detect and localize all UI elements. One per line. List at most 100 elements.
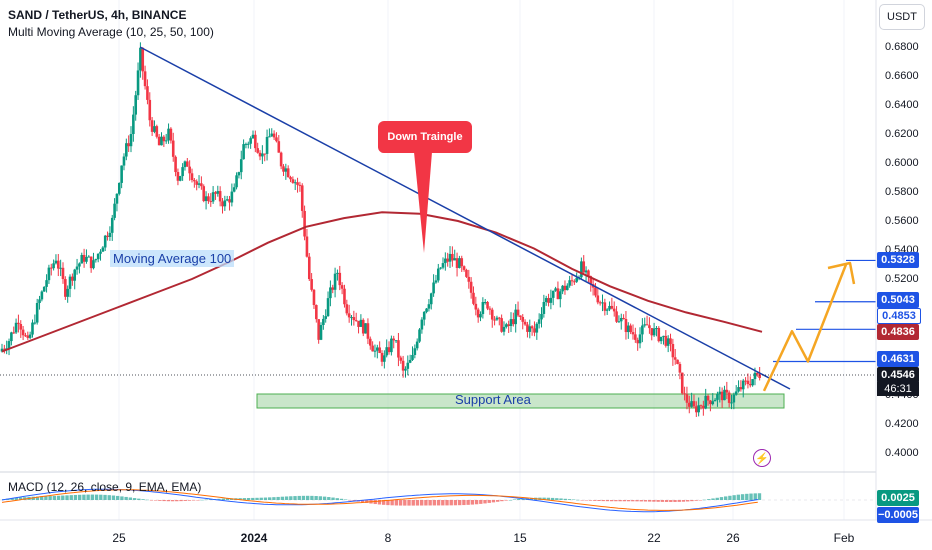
candle-body — [143, 71, 147, 87]
candle-body — [310, 279, 313, 290]
candle-body — [254, 134, 257, 149]
macd-bar — [614, 500, 618, 502]
macd-bar — [677, 500, 681, 502]
candle-body — [49, 267, 53, 269]
candle-body — [408, 359, 412, 363]
macd-bar — [10, 498, 14, 500]
candle-body — [634, 334, 637, 340]
candle-body — [216, 191, 220, 194]
candle-body — [626, 325, 630, 333]
macd-bar — [702, 499, 707, 501]
candle-body — [481, 302, 485, 315]
candle-body — [54, 260, 58, 264]
candle-body — [465, 269, 468, 277]
candle-body — [516, 309, 520, 316]
candle-body — [584, 270, 588, 273]
macd-bar — [563, 498, 567, 500]
candles-layer — [0, 42, 761, 417]
candle-body — [307, 256, 311, 280]
candle-body — [479, 314, 482, 318]
macd-bar — [56, 495, 61, 500]
macd-bar — [48, 496, 52, 500]
candle-body — [436, 268, 440, 281]
x-tick-label: 22 — [647, 531, 661, 545]
macd-bar — [137, 498, 141, 500]
macd-bar — [284, 496, 289, 500]
candle-body — [33, 322, 37, 324]
candle-body — [293, 182, 297, 184]
candle-body — [305, 236, 309, 257]
currency-button[interactable]: USDT — [879, 4, 925, 30]
macd-bar — [567, 499, 572, 500]
candle-body — [14, 322, 18, 333]
indicator-label[interactable]: Multi Moving Average (10, 25, 50, 100) — [8, 25, 214, 39]
candle-body — [472, 292, 475, 304]
candle-body — [671, 343, 675, 358]
candle-body — [94, 259, 98, 261]
candle-body — [603, 302, 607, 311]
macd-bar — [496, 500, 500, 502]
candle-body — [10, 332, 13, 342]
candle-body — [157, 136, 161, 146]
macd-bar — [576, 499, 580, 501]
candle-body — [246, 143, 250, 145]
candle-body — [702, 405, 705, 409]
macd-bar — [175, 500, 179, 502]
y-tick-label: 0.5600 — [885, 215, 919, 227]
candle-body — [650, 328, 654, 336]
macd-bar — [580, 500, 584, 501]
candle-body — [429, 293, 433, 305]
macd-bar — [78, 494, 82, 500]
macd-bar — [648, 500, 652, 502]
candle-body — [469, 281, 473, 293]
candle-body — [244, 143, 248, 145]
macd-bar — [242, 498, 247, 500]
candle-body — [683, 393, 686, 395]
x-tick-label: 26 — [726, 531, 740, 545]
macd-bar — [352, 500, 356, 501]
candle-body — [390, 338, 393, 353]
candle-body — [568, 280, 571, 286]
candle-body — [78, 263, 81, 267]
candle-countdown: 46:31 — [877, 382, 919, 396]
candle-body — [556, 288, 560, 300]
candle-body — [458, 258, 461, 268]
candle-body — [699, 405, 703, 407]
candle-body — [746, 380, 750, 385]
candle-body — [528, 326, 532, 332]
candle-body — [122, 156, 126, 166]
candle-body — [401, 360, 405, 371]
candle-body — [734, 391, 738, 395]
candle-body — [561, 285, 564, 292]
candle-body — [171, 140, 175, 157]
x-tick-label: 2024 — [240, 531, 268, 545]
lightning-icon[interactable]: ⚡ — [753, 449, 771, 467]
y-tick-label: 0.6400 — [885, 99, 919, 111]
macd-bar — [94, 494, 99, 500]
candle-body — [530, 326, 534, 329]
candle-body — [174, 156, 177, 173]
candle-body — [64, 279, 67, 297]
candle-body — [263, 153, 267, 155]
macd-bar — [246, 497, 251, 500]
candle-body — [476, 309, 480, 318]
down-triangle-callout: Down Traingle — [378, 121, 472, 153]
candle-body — [207, 196, 210, 202]
macd-bar — [86, 494, 90, 500]
candle-body — [139, 47, 142, 71]
macd-bar — [458, 500, 462, 506]
macd-bar — [107, 495, 111, 500]
candle-body — [376, 347, 379, 351]
candle-body — [239, 159, 243, 173]
candle-body — [237, 172, 241, 176]
candle-body — [176, 172, 180, 181]
candle-body — [697, 405, 700, 413]
macd-bar — [225, 498, 230, 500]
candle-body — [441, 263, 445, 268]
macd-bar — [141, 499, 145, 500]
candle-body — [570, 280, 574, 282]
macd-indicator-label[interactable]: MACD (12, 26, close, 9, EMA, EMA) — [8, 480, 202, 494]
levels-layer — [773, 259, 876, 363]
macd-bar — [605, 500, 610, 502]
